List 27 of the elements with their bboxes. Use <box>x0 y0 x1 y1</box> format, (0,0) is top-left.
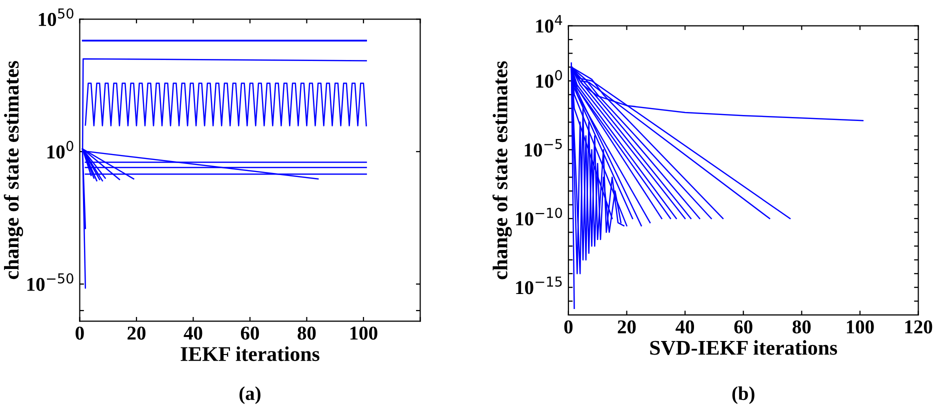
x-tick-label: 60 <box>240 326 259 340</box>
y-tick-label: 10$^{50}$ <box>38 8 74 26</box>
y-tick-label: 10$^{−10}$ <box>516 208 562 226</box>
y-tick-label: 10$^{−5}$ <box>524 138 562 157</box>
y-tick-label: 10$^{0}$ <box>47 140 74 159</box>
x-tick-label: 40 <box>184 326 202 340</box>
x-tick-label: 80 <box>792 320 811 334</box>
x-tick-label: 40 <box>676 320 694 334</box>
y-tick-label: 10$^{−15}$ <box>516 276 562 294</box>
x-tick-label: 100 <box>846 320 874 334</box>
y-tick-label: 10$^{−50}$ <box>27 273 74 291</box>
x-tick-label: 60 <box>734 320 752 334</box>
x-tick-label: 20 <box>618 320 636 334</box>
x-tick-label: 0 <box>564 320 573 334</box>
y-axis-title: change of state estimates <box>492 61 512 280</box>
x-axis-title: SVD-IEKF iterations <box>650 340 838 355</box>
x-tick-label: 20 <box>128 326 146 340</box>
x-tick-label: 100 <box>350 326 378 340</box>
y-axis-title: change of state estimates <box>4 61 24 280</box>
x-axis-title: IEKF iterations <box>180 346 320 362</box>
x-tick-label: 120 <box>905 320 932 334</box>
text: (b) <box>732 386 754 404</box>
x-tick-label: 80 <box>298 326 316 340</box>
x-tick-label: 0 <box>76 326 84 340</box>
y-tick-label: 10$^{0}$ <box>536 70 562 88</box>
text: (a) <box>239 386 260 404</box>
y-tick-label: 10$^{4}$ <box>536 15 562 33</box>
